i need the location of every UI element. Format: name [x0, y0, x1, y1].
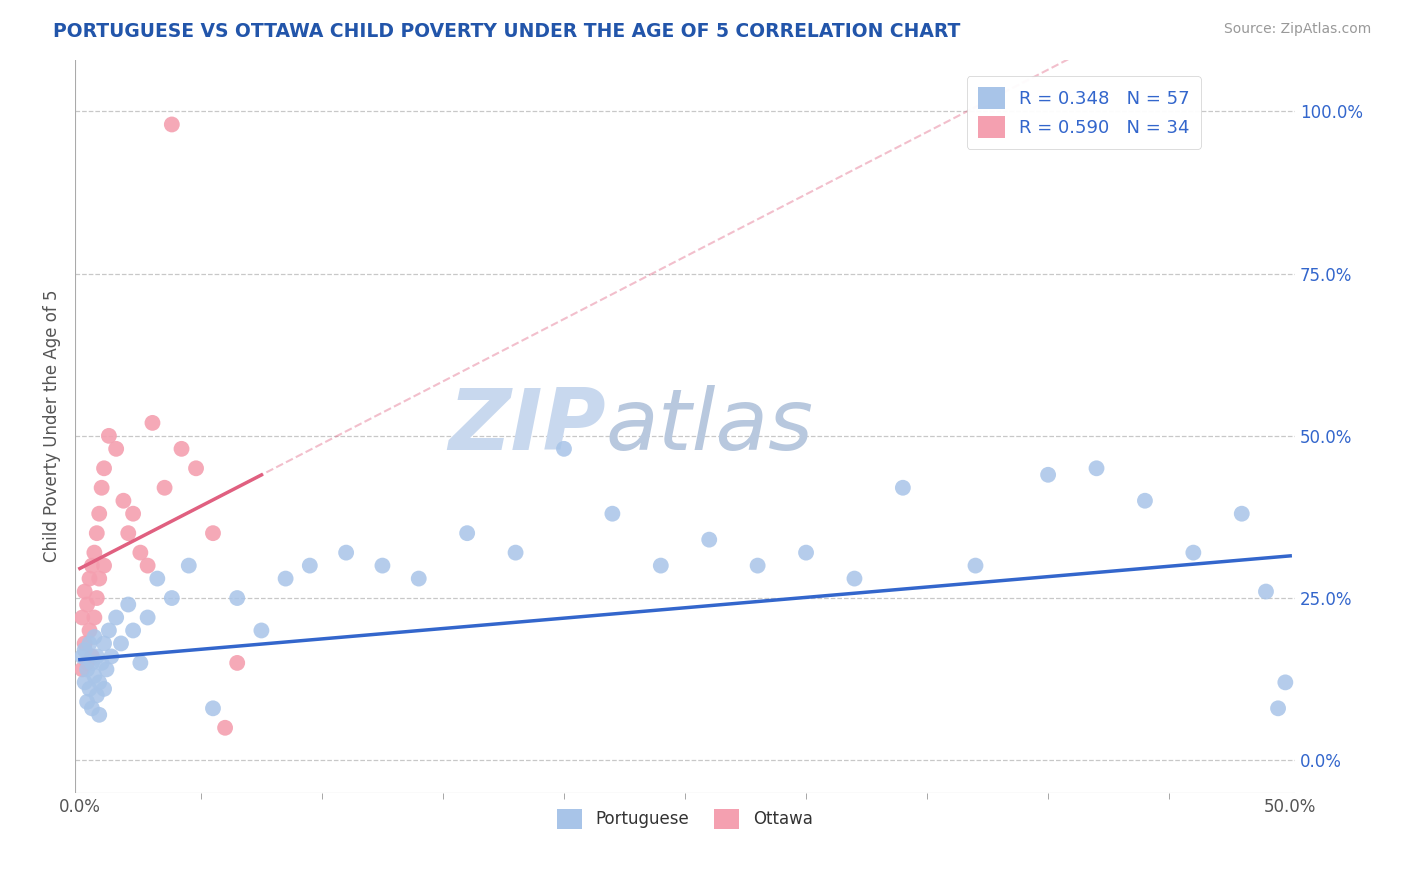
Point — [965, 558, 987, 573]
Point — [83, 630, 105, 644]
Point — [76, 695, 98, 709]
Point — [76, 598, 98, 612]
Text: atlas: atlas — [606, 384, 814, 467]
Point — [1254, 584, 1277, 599]
Point — [79, 681, 101, 696]
Point — [73, 675, 96, 690]
Point — [650, 558, 672, 573]
Point — [86, 689, 108, 703]
Point — [1036, 467, 1059, 482]
Point — [794, 546, 817, 560]
Point — [153, 481, 176, 495]
Point — [122, 507, 145, 521]
Point — [146, 572, 169, 586]
Point — [141, 416, 163, 430]
Text: ZIP: ZIP — [449, 384, 606, 467]
Point — [122, 624, 145, 638]
Point — [553, 442, 575, 456]
Point — [891, 481, 914, 495]
Point — [201, 526, 224, 541]
Point — [79, 572, 101, 586]
Point — [602, 507, 624, 521]
Point — [72, 662, 94, 676]
Point — [201, 701, 224, 715]
Point — [110, 636, 132, 650]
Point — [80, 656, 103, 670]
Point — [1274, 675, 1296, 690]
Point — [72, 649, 94, 664]
Point — [76, 656, 98, 670]
Point — [89, 572, 111, 586]
Point — [86, 591, 108, 605]
Point — [747, 558, 769, 573]
Point — [1267, 701, 1289, 715]
Point — [136, 610, 159, 624]
Point — [117, 526, 139, 541]
Point — [73, 643, 96, 657]
Point — [298, 558, 321, 573]
Point — [1182, 546, 1205, 560]
Point — [112, 493, 135, 508]
Point — [86, 649, 108, 664]
Point — [80, 558, 103, 573]
Point — [97, 429, 120, 443]
Point — [408, 572, 430, 586]
Point — [697, 533, 720, 547]
Point — [214, 721, 236, 735]
Text: Source: ZipAtlas.com: Source: ZipAtlas.com — [1223, 22, 1371, 37]
Point — [117, 598, 139, 612]
Point — [80, 701, 103, 715]
Point — [136, 558, 159, 573]
Point — [89, 707, 111, 722]
Point — [226, 591, 249, 605]
Point — [73, 584, 96, 599]
Point — [93, 558, 115, 573]
Point — [90, 481, 112, 495]
Point — [129, 546, 152, 560]
Point — [79, 624, 101, 638]
Point — [1085, 461, 1108, 475]
Point — [184, 461, 207, 475]
Point — [100, 649, 122, 664]
Point — [160, 118, 183, 132]
Legend: Portuguese, Ottawa: Portuguese, Ottawa — [551, 802, 820, 836]
Point — [177, 558, 200, 573]
Point — [90, 656, 112, 670]
Point — [1133, 493, 1156, 508]
Point — [79, 636, 101, 650]
Point — [80, 649, 103, 664]
Point — [160, 591, 183, 605]
Point — [97, 624, 120, 638]
Point — [73, 636, 96, 650]
Point — [170, 442, 193, 456]
Point — [250, 624, 273, 638]
Y-axis label: Child Poverty Under the Age of 5: Child Poverty Under the Age of 5 — [44, 290, 60, 562]
Point — [89, 675, 111, 690]
Point — [274, 572, 297, 586]
Point — [72, 610, 94, 624]
Point — [505, 546, 527, 560]
Point — [844, 572, 866, 586]
Point — [1230, 507, 1253, 521]
Point — [335, 546, 357, 560]
Text: PORTUGUESE VS OTTAWA CHILD POVERTY UNDER THE AGE OF 5 CORRELATION CHART: PORTUGUESE VS OTTAWA CHILD POVERTY UNDER… — [53, 22, 960, 41]
Point — [371, 558, 394, 573]
Point — [76, 662, 98, 676]
Point — [93, 461, 115, 475]
Point — [456, 526, 478, 541]
Point — [129, 656, 152, 670]
Point — [86, 526, 108, 541]
Point — [96, 662, 118, 676]
Point — [93, 681, 115, 696]
Point — [89, 507, 111, 521]
Point — [226, 656, 249, 670]
Point — [83, 610, 105, 624]
Point — [83, 546, 105, 560]
Point — [105, 442, 128, 456]
Point — [105, 610, 128, 624]
Point — [93, 636, 115, 650]
Point — [83, 669, 105, 683]
